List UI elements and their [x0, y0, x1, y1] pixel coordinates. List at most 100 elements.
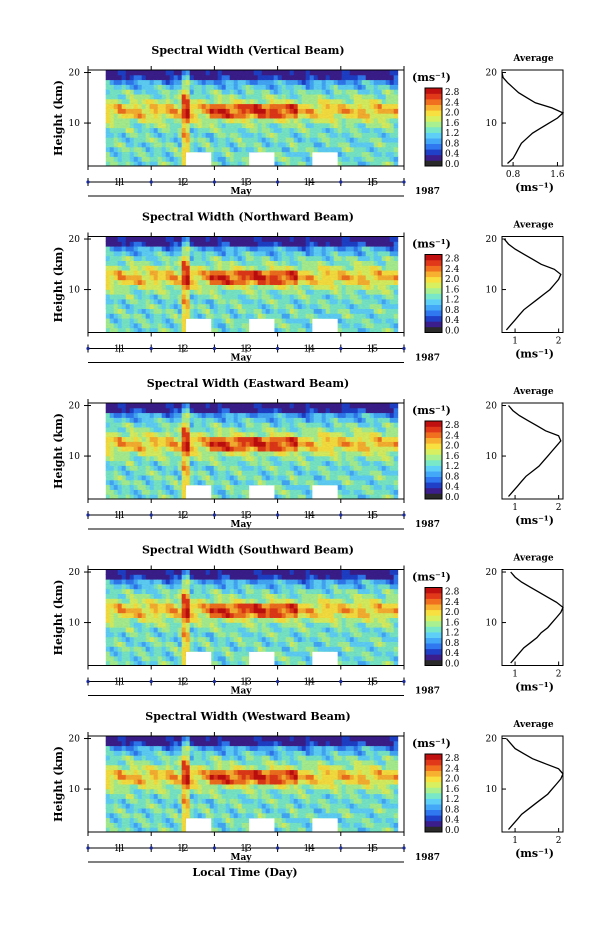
heatmap-cell — [193, 455, 199, 462]
heatmap-cell — [121, 327, 127, 333]
heatmap-cell — [257, 422, 263, 428]
heatmap-cell — [153, 660, 159, 666]
heatmap-cell — [161, 579, 167, 585]
heatmap-cell — [245, 446, 251, 452]
heatmap-cell — [229, 142, 235, 148]
heatmap-cell — [337, 294, 343, 300]
heatmap-cell — [213, 255, 219, 261]
heatmap-cell — [165, 484, 171, 490]
heatmap-cell — [249, 103, 255, 109]
heatmap-cell — [201, 417, 207, 423]
heatmap-cell — [129, 470, 135, 476]
heatmap-cell — [349, 74, 355, 81]
heatmap-cell — [221, 146, 227, 153]
heatmap-cell — [125, 603, 131, 609]
heatmap-cell — [341, 427, 347, 433]
heatmap-cell — [293, 146, 299, 153]
heatmap-cell — [361, 241, 367, 247]
heatmap-cell — [141, 260, 147, 266]
heatmap-cell — [225, 470, 231, 476]
heatmap-cell — [193, 436, 199, 442]
heatmap-cell — [381, 298, 387, 305]
heatmap-cell — [293, 161, 299, 167]
heatmap-cell — [381, 161, 387, 167]
heatmap-cell — [125, 655, 131, 662]
heatmap-cell — [297, 431, 303, 438]
heatmap-cell — [337, 470, 343, 476]
heatmap-cell — [209, 441, 215, 447]
heatmap-cell — [141, 574, 147, 580]
heatmap-cell — [321, 265, 327, 271]
heatmap-cell — [145, 579, 151, 585]
heatmap-cell — [317, 294, 323, 300]
colorbar-segment — [425, 282, 442, 289]
heatmap-cell — [125, 298, 131, 305]
heatmap-cell — [241, 427, 247, 433]
heatmap-cell — [209, 279, 215, 285]
heatmap-cell — [121, 417, 127, 423]
heatmap-cell — [169, 279, 175, 285]
heatmap-cell — [341, 156, 347, 162]
colorbar-segment — [425, 293, 442, 300]
average-frame — [501, 69, 564, 167]
heatmap-cell — [145, 98, 151, 105]
heatmap-cell — [253, 94, 259, 100]
heatmap-cell — [297, 313, 303, 319]
heatmap-cell — [113, 627, 119, 633]
heatmap-cell — [217, 118, 223, 124]
heatmap-cell — [297, 403, 303, 409]
heatmap-cell — [121, 441, 127, 447]
heatmap-cell — [221, 294, 227, 300]
heatmap-cell — [197, 475, 203, 481]
heatmap-cell — [277, 470, 283, 476]
heatmap-cell — [373, 441, 379, 447]
heatmap-cell — [165, 441, 171, 447]
heatmap-cell — [365, 118, 371, 124]
heatmap-cell — [109, 146, 115, 153]
heatmap-cell — [169, 574, 175, 580]
heatmap-cell — [109, 98, 115, 105]
heatmap-cell — [257, 94, 263, 100]
heatmap-cell — [301, 308, 307, 314]
heatmap-cell — [145, 465, 151, 471]
heatmap-cell — [125, 422, 131, 428]
heatmap-cell — [201, 308, 207, 314]
heatmap-cell — [225, 479, 231, 486]
heatmap-cell — [293, 308, 299, 314]
heatmap-cell — [125, 475, 131, 481]
heatmap-cell — [353, 236, 359, 242]
heatmap-cell — [213, 289, 219, 295]
heatmap-cell — [217, 303, 223, 309]
heatmap-cell — [129, 569, 135, 575]
heatmap-cell — [205, 79, 211, 85]
heatmap-cell — [365, 407, 371, 414]
heatmap-cell — [341, 250, 347, 257]
heatmap-cell — [205, 313, 211, 319]
heatmap-cell — [149, 641, 155, 647]
heatmap-cell — [201, 113, 207, 119]
heatmap-cell — [157, 583, 163, 590]
heatmap-cell — [289, 451, 295, 457]
heatmap-cell — [249, 427, 255, 433]
heatmap-cell — [269, 441, 275, 447]
heatmap-cell — [373, 427, 379, 433]
heatmap-cell — [133, 470, 139, 476]
heatmap-cell — [209, 250, 215, 257]
heatmap-cell — [293, 446, 299, 452]
heatmap-cell — [257, 146, 263, 153]
heatmap-cell — [265, 446, 271, 452]
heatmap-cell — [353, 479, 359, 486]
heatmap-cell — [329, 146, 335, 153]
heatmap-cell — [125, 246, 131, 252]
heatmap-cell — [333, 89, 339, 95]
heatmap-cell — [361, 108, 367, 114]
heatmap-cell — [165, 327, 171, 333]
heatmap-cell — [273, 260, 279, 266]
heatmap-cell — [129, 303, 135, 309]
heatmap-cell — [165, 479, 171, 486]
heatmap-cell — [109, 412, 115, 418]
heatmap-cell — [149, 156, 155, 162]
heatmap-cell — [313, 460, 319, 466]
heatmap-cell — [213, 279, 219, 285]
heatmap-cell — [205, 118, 211, 124]
